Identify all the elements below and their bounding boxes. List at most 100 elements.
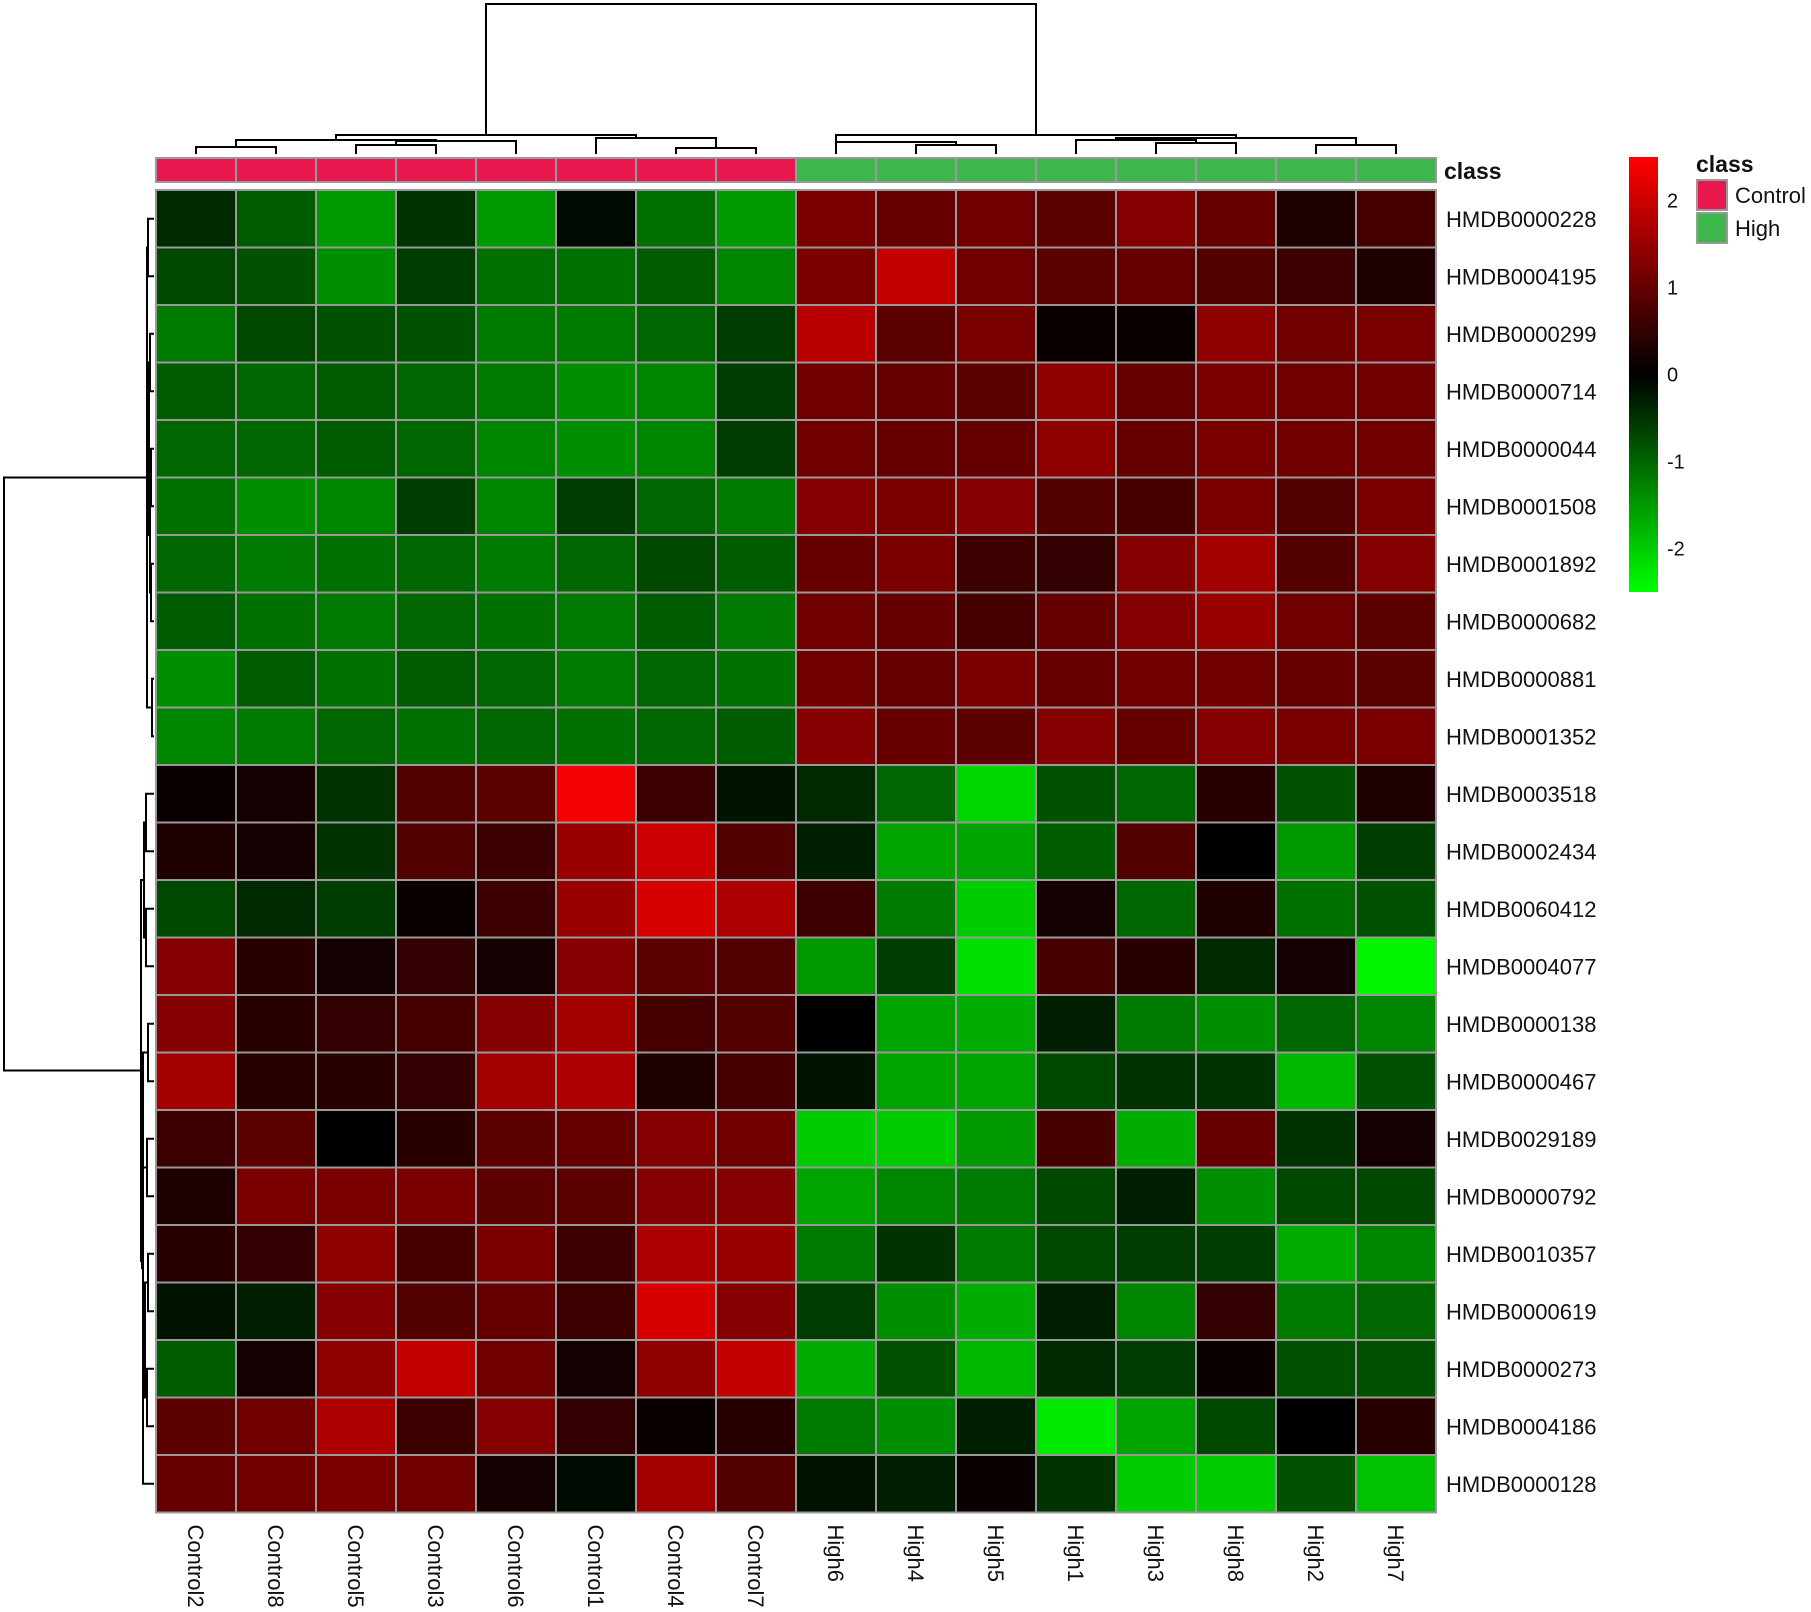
heatmap-cell [475,1281,557,1341]
heatmap-cell [715,1166,797,1226]
heatmap-cell [475,821,557,881]
heatmap-cell [235,994,317,1054]
heatmap-cell [1115,591,1197,651]
heatmap-cell [1195,304,1277,364]
heatmap-cell [1355,304,1437,364]
heatmap-cell [1035,534,1117,594]
heatmap-cell [635,706,717,766]
heatmap-cell [1115,1339,1197,1399]
heatmap-cell [395,189,477,249]
heatmap-cell [1195,476,1277,536]
heatmap-cell [1035,361,1117,421]
heatmap-cell [715,936,797,996]
heatmap-cell [1355,1281,1437,1341]
heatmap-cell [795,1339,877,1399]
heatmap-cell [315,764,397,824]
heatmap-cell [475,764,557,824]
heatmap-cell [395,1109,477,1169]
heatmap-cell [795,304,877,364]
heatmap-cell [715,189,797,249]
dendrogram-link [147,217,154,278]
heatmap-cell [1035,1166,1117,1226]
dendrogram-link [1075,139,1197,154]
heatmap-cell [875,1109,957,1169]
heatmap-cell [1035,994,1117,1054]
heatmap-cell [395,821,477,881]
heatmap-cell [1035,706,1117,766]
heatmap-cell [1035,879,1117,939]
class-bar-cell [155,157,237,183]
class-bar-cell [955,157,1037,183]
heatmap-cell [875,1339,957,1399]
heatmap-cell [235,1396,317,1456]
heatmap-cell [795,936,877,996]
dendrogram-link [3,476,147,1072]
heatmap-cell [795,821,877,881]
row-label: HMDB0001352 [1446,724,1596,749]
heatmap-cell [795,534,877,594]
heatmap-cell [875,821,957,881]
heatmap-cell [715,879,797,939]
heatmap-cell [315,649,397,709]
heatmap-cell [1275,189,1357,249]
heatmap-cell [235,1224,317,1284]
heatmap-cell [315,419,397,479]
heatmap-cell [1035,936,1117,996]
heatmap-cell [315,1109,397,1169]
heatmap-cell [715,534,797,594]
heatmap-cell [1115,419,1197,479]
class-bar-cell [555,157,637,183]
row-label: HMDB0000714 [1446,379,1596,404]
dendrogram-link [149,476,151,594]
heatmap-cell [475,304,557,364]
heatmap-cell [475,476,557,536]
row-label: HMDB0001508 [1446,494,1596,519]
heatmap-cell [475,879,557,939]
heatmap-cell [1195,1454,1277,1514]
heatmap-cell [1275,1454,1357,1514]
heatmap-cell [1275,1224,1357,1284]
heatmap-cell [875,476,957,536]
column-label: High8 [1223,1525,1248,1582]
legend-entry-label: High [1735,216,1780,241]
colorbar-tick-label: -2 [1667,539,1685,561]
heatmap-cell [1115,476,1197,536]
legend-swatch [1696,179,1728,211]
row-label: HMDB0000792 [1446,1184,1596,1209]
heatmap-cell [875,304,957,364]
heatmap-cell [715,1224,797,1284]
heatmap-cell [955,1454,1037,1514]
row-label: HMDB0000273 [1446,1357,1596,1382]
heatmap-cell [475,591,557,651]
heatmap-cell [635,419,717,479]
heatmap-cell [1355,1396,1437,1456]
heatmap-cell [235,879,317,939]
heatmap-cell [1195,1051,1277,1111]
row-label: HMDB0000881 [1446,667,1596,692]
heatmap-cell [1275,419,1357,479]
heatmap-cell [1035,1454,1117,1514]
dendrogram-link [147,1022,154,1083]
heatmap-cell [1115,1109,1197,1169]
heatmap-cell [635,1224,717,1284]
heatmap-cell [315,361,397,421]
heatmap-cell [715,419,797,479]
dendrogram-link [147,1252,154,1313]
row-label: HMDB0000044 [1446,437,1596,462]
class-bar-cell [395,157,477,183]
heatmap-cell [475,1339,557,1399]
row-label: HMDB0000299 [1446,322,1596,347]
heatmap-cell [1275,879,1357,939]
heatmap-cell [235,591,317,651]
heatmap-cell [1115,1396,1197,1456]
dendrogram-link [355,144,437,154]
heatmap-cell [955,1051,1037,1111]
heatmap-cell [555,706,637,766]
heatmap-cell [1275,591,1357,651]
heatmap-cell [155,706,237,766]
heatmap-cell [1355,1339,1437,1399]
heatmap-cell [875,649,957,709]
heatmap-cell [1355,1051,1437,1111]
column-label: Control2 [183,1525,208,1608]
dendrogram-link [148,361,150,536]
